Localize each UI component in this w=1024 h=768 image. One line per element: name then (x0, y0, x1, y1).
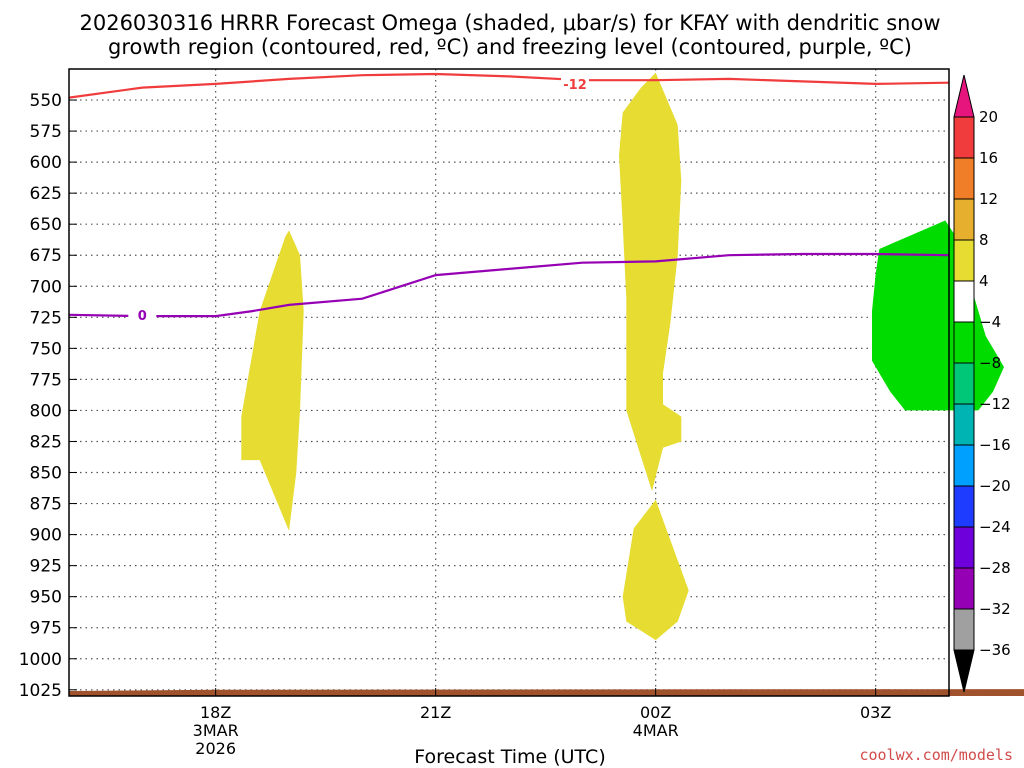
contour-label-bg-0 (561, 76, 589, 91)
y-tick-label-550: 550 (30, 91, 62, 111)
chart-title-line1: 2026030316 HRRR Forecast Omega (shaded, … (79, 11, 940, 35)
time-axis: 18Z3MAR202621Z00Z4MAR03Z06Z09Z (193, 688, 891, 758)
y-tick-label-600: 600 (30, 153, 62, 173)
colorbar-label-8: −16 (979, 436, 1011, 454)
y-tick-label-900: 900 (30, 526, 62, 546)
y-tick-label-950: 950 (30, 588, 62, 608)
y-tick-label-625: 625 (30, 184, 62, 204)
y-tick-label-925: 925 (30, 557, 62, 577)
ground-fill (69, 689, 1024, 696)
colorbar-swatch-0 (953, 116, 975, 159)
x-tick-year-18Z: 2026 (195, 739, 236, 758)
colorbar: 20 16 12 8 4 −4 −8 −12 −16 −20 −24 −28 −32 −36 (953, 74, 1011, 693)
colorbar-label-3: 8 (979, 231, 989, 249)
x-tick-date-00Z: 4MAR (633, 721, 679, 740)
x-tick-label-21Z: 21Z (420, 703, 451, 722)
colorbar-swatch-12 (953, 608, 975, 651)
colorbar-swatch-6 (953, 362, 975, 405)
colorbar-swatch-8 (953, 444, 975, 487)
colorbar-label-12: −32 (979, 600, 1011, 618)
colorbar-top-arrow (953, 74, 975, 118)
colorbar-label-11: −28 (979, 559, 1011, 577)
credit-text: coolwx.com/models (859, 746, 1013, 764)
colorbar-swatch-7 (953, 403, 975, 446)
colorbar-label-6: −8 (979, 354, 1001, 372)
plot-area: -12 0 (68, 68, 1024, 697)
y-tick-label-825: 825 (30, 432, 62, 452)
colorbar-bottom-arrow (953, 649, 975, 693)
colorbar-label-7: −12 (979, 395, 1011, 413)
y-tick-label-675: 675 (30, 246, 62, 266)
colorbar-swatch-5 (953, 321, 975, 364)
grid (69, 69, 949, 696)
colorbar-swatch-1 (953, 157, 975, 200)
colorbar-swatch-11 (953, 567, 975, 610)
omega-region-1 (619, 72, 682, 492)
contour-label-0: -12 (563, 78, 587, 93)
contour-label-1: 0 (138, 309, 147, 324)
x-tick-label-03Z: 03Z (860, 703, 891, 722)
pressure-axis: 550 575 600 625 650 675 700 725 750 775 800 825 850 8… (19, 91, 77, 701)
colorbar-label-10: −24 (979, 518, 1011, 536)
colorbar-label-2: 12 (979, 190, 998, 208)
x-tick-label-18Z: 18Z (200, 703, 231, 722)
contour-line-0 (69, 72, 949, 99)
contour-label-bg-1 (128, 307, 157, 322)
colorbar-label-1: 16 (979, 149, 998, 167)
colorbar-label-0: 20 (979, 108, 998, 126)
omega-region-2 (622, 499, 689, 641)
ground-terrain (69, 689, 1024, 696)
y-tick-label-750: 750 (30, 339, 62, 359)
colorbar-swatch-10 (953, 526, 975, 569)
colorbar-swatch-9 (953, 485, 975, 528)
chart-title-line2: growth region (contoured, red, ºC) and f… (108, 35, 912, 59)
colorbar-swatch-3 (953, 239, 975, 282)
x-tick-label-00Z: 00Z (640, 703, 671, 722)
x-tick-date-18Z: 3MAR (193, 721, 239, 740)
y-tick-label-725: 725 (30, 308, 62, 328)
x-axis-label: Forecast Time (UTC) (414, 746, 605, 768)
y-tick-label-650: 650 (30, 215, 62, 235)
plot-background (69, 69, 949, 696)
y-tick-label-850: 850 (30, 464, 62, 484)
colorbar-swatch-2 (953, 198, 975, 241)
colorbar-label-5: −4 (979, 313, 1001, 331)
y-tick-label-700: 700 (30, 277, 62, 297)
y-tick-label-975: 975 (30, 619, 62, 639)
colorbar-label-4: 4 (979, 272, 989, 290)
y-tick-label-1025: 1025 (19, 681, 62, 701)
contours: -12 0 (69, 72, 949, 324)
plot-frame (68, 68, 950, 697)
y-tick-label-800: 800 (30, 401, 62, 421)
y-tick-label-1000: 1000 (19, 650, 62, 670)
y-tick-label-775: 775 (30, 370, 62, 390)
contour-line-1 (69, 252, 949, 318)
colorbar-label-9: −20 (979, 477, 1011, 495)
colorbar-label-13: −36 (979, 641, 1011, 659)
y-tick-label-575: 575 (30, 122, 62, 142)
y-tick-label-875: 875 (30, 495, 62, 515)
colorbar-swatch-4 (953, 280, 975, 323)
